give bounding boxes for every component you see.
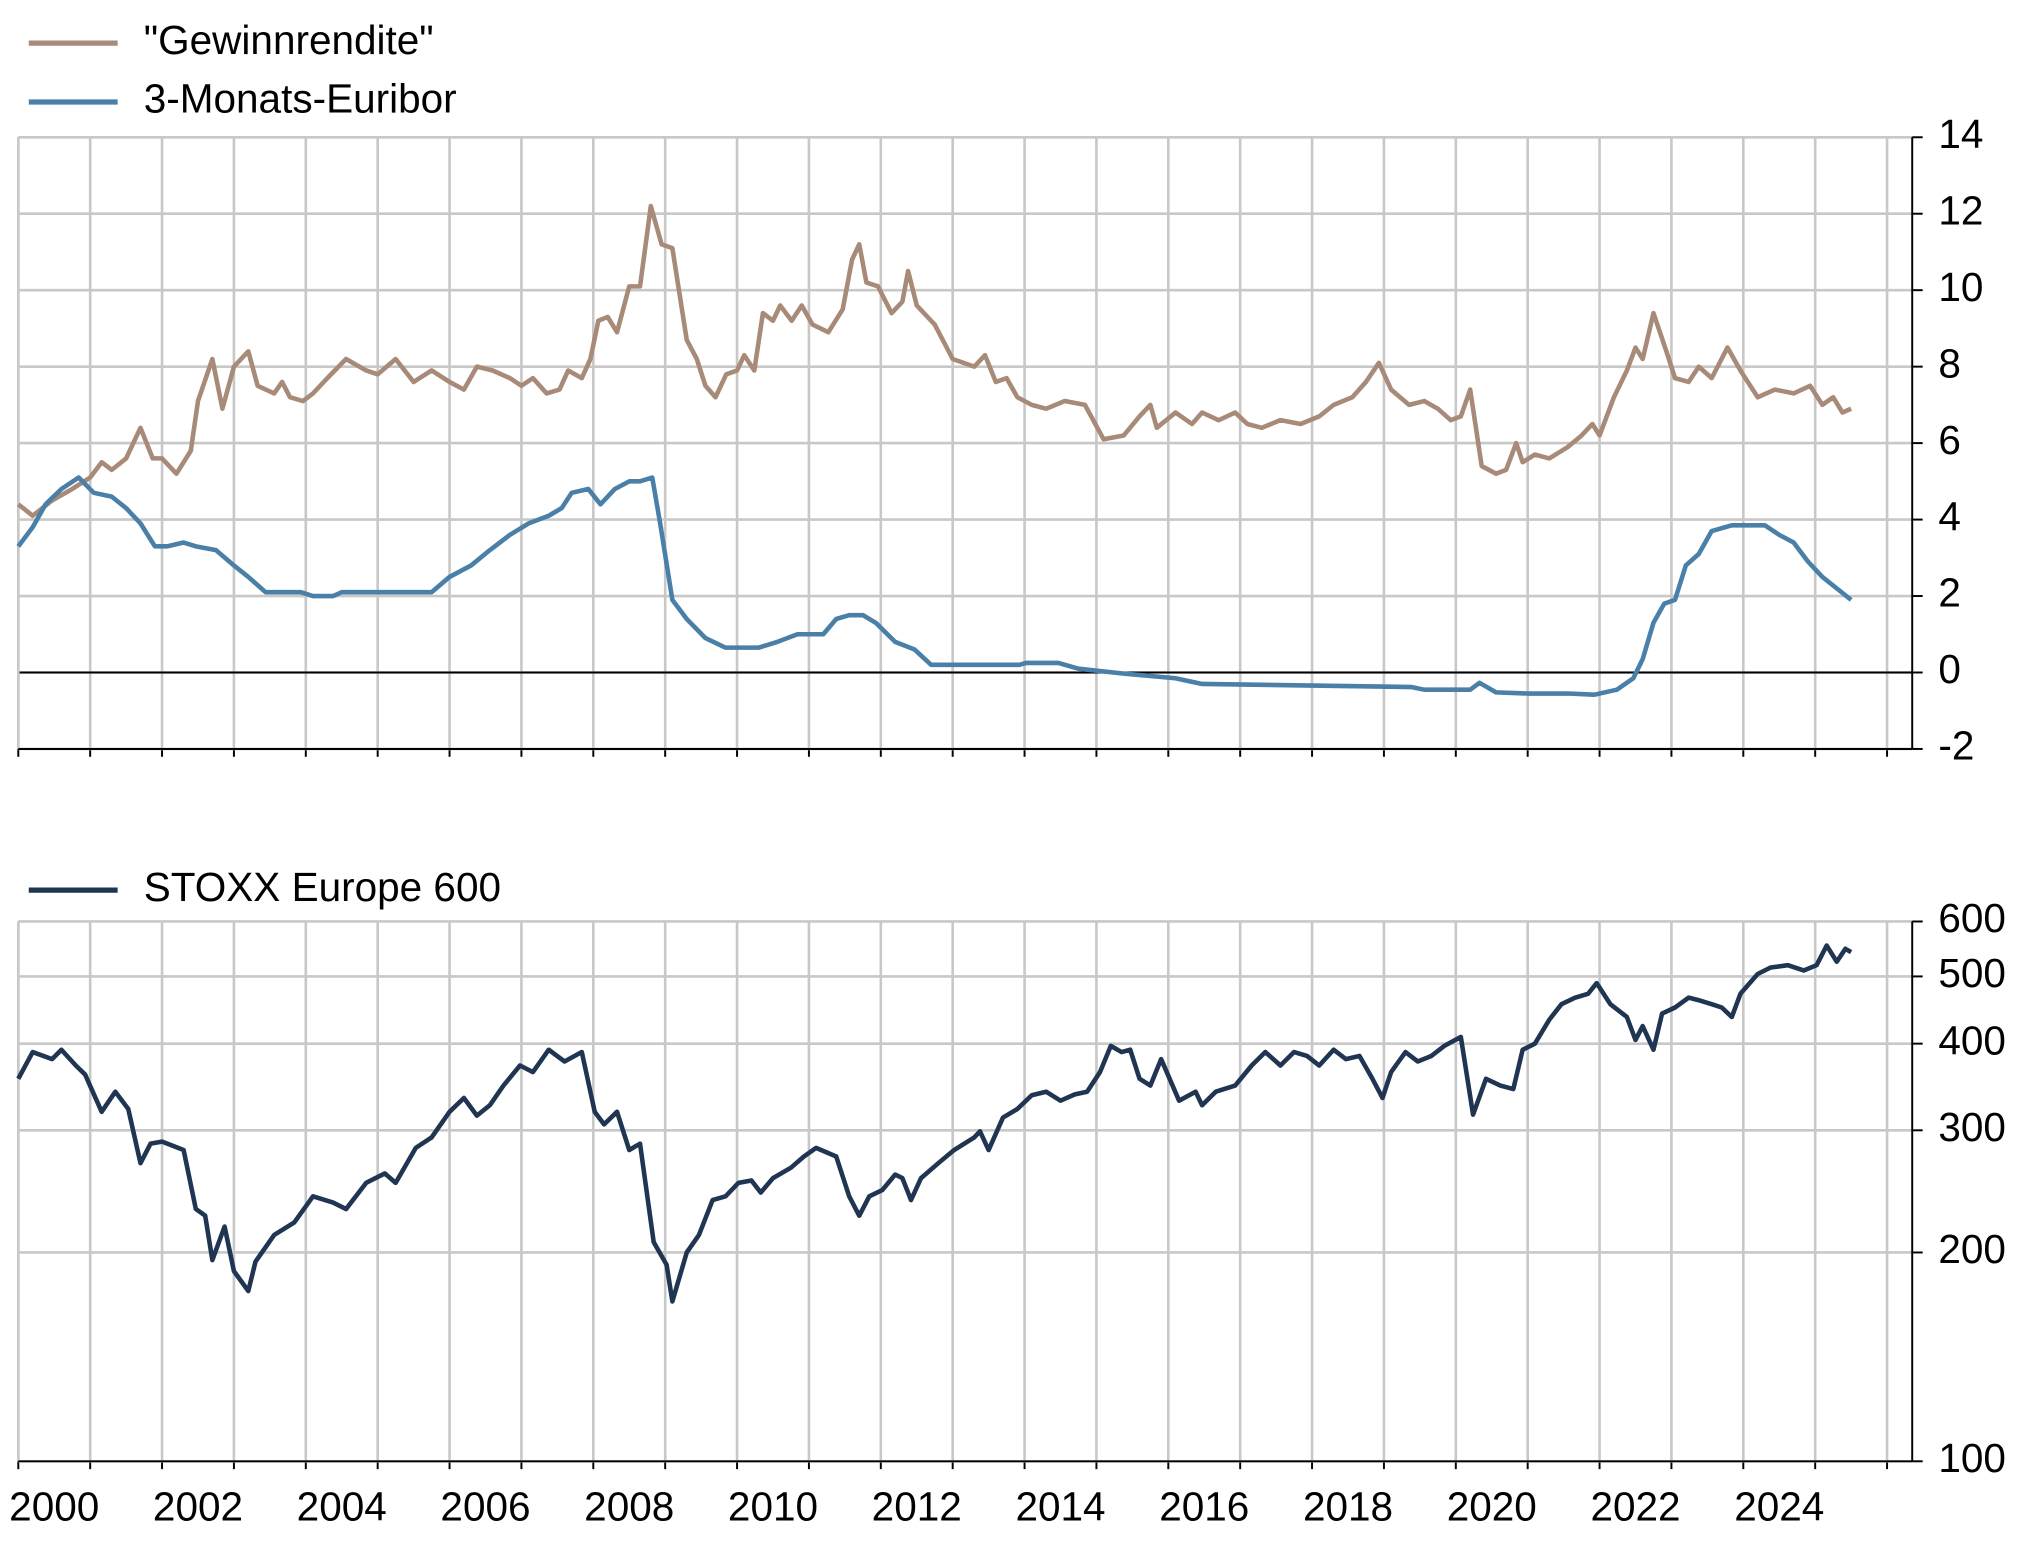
data-line bbox=[16, 943, 1853, 1304]
x-tick-label: 2002 bbox=[153, 1483, 243, 1529]
legend-label: STOXX Europe 600 bbox=[144, 864, 501, 910]
x-tick-label: 2010 bbox=[728, 1483, 818, 1529]
data-line bbox=[16, 475, 1853, 697]
x-tick-label: 2008 bbox=[584, 1483, 674, 1529]
x-tick-label: 2014 bbox=[1015, 1483, 1105, 1529]
legend-label: 3-Monats-Euribor bbox=[144, 76, 457, 122]
y-tick-label: 2 bbox=[1938, 570, 1961, 616]
y-tick-label: 6 bbox=[1938, 417, 1961, 463]
x-tick-label: 2006 bbox=[440, 1483, 530, 1529]
x-tick-label: 2018 bbox=[1303, 1483, 1393, 1529]
x-tick-label: 2024 bbox=[1734, 1483, 1824, 1529]
y-tick-label: 8 bbox=[1938, 340, 1961, 386]
y-tick-label: 400 bbox=[1938, 1017, 2006, 1063]
data-line bbox=[16, 203, 1853, 519]
x-tick-label: 2016 bbox=[1159, 1483, 1249, 1529]
legend-label: "Gewinnrendite" bbox=[144, 17, 434, 63]
y-tick-label: 500 bbox=[1938, 950, 2006, 996]
y-tick-label: 600 bbox=[1938, 895, 2006, 941]
y-tick-label: 14 bbox=[1938, 111, 1983, 157]
x-tick-label: 2012 bbox=[872, 1483, 962, 1529]
y-tick-label: 12 bbox=[1938, 187, 1983, 233]
y-tick-label: 10 bbox=[1938, 264, 1983, 310]
y-tick-label: 100 bbox=[1938, 1435, 2006, 1481]
x-tick-label: 2000 bbox=[9, 1483, 99, 1529]
y-tick-label: -2 bbox=[1938, 723, 1974, 769]
y-tick-label: 0 bbox=[1938, 646, 1961, 692]
x-tick-label: 2004 bbox=[297, 1483, 387, 1529]
y-tick-label: 300 bbox=[1938, 1104, 2006, 1150]
x-tick-label: 2020 bbox=[1447, 1483, 1537, 1529]
y-tick-label: 4 bbox=[1938, 493, 1961, 539]
y-tick-label: 200 bbox=[1938, 1226, 2006, 1272]
x-tick-label: 2022 bbox=[1590, 1483, 1680, 1529]
